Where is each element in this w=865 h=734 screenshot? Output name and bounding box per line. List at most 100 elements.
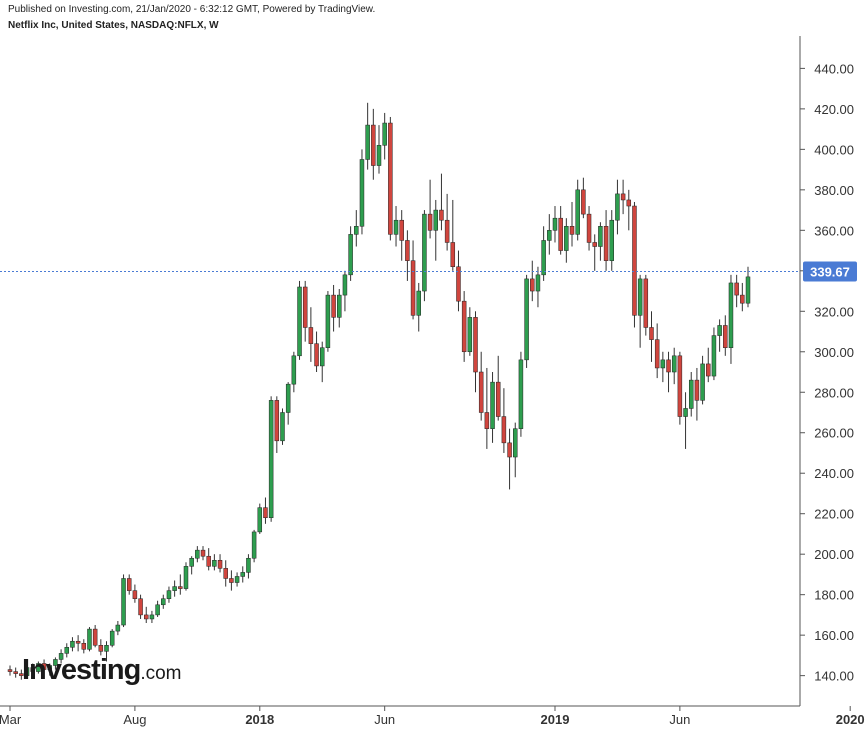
candle-body [189, 557, 194, 567]
x-tick-label: Jun [669, 712, 690, 727]
candle [637, 274, 643, 348]
candle-body [30, 667, 35, 672]
candle-body [422, 213, 427, 292]
candle [717, 319, 722, 352]
candle [291, 351, 297, 393]
candle-body [541, 240, 546, 276]
candle-body [433, 209, 439, 231]
candle [206, 548, 211, 571]
candle [484, 367, 490, 449]
candle-body [382, 122, 387, 146]
candle-body [365, 124, 370, 160]
candle [569, 201, 575, 247]
candle-body [530, 278, 535, 292]
candle-body [632, 205, 637, 316]
y-tick-label: 360.00 [814, 223, 854, 238]
x-tick-label: Mar [0, 712, 22, 727]
candle-body [217, 560, 223, 569]
candle [132, 584, 138, 603]
x-tick-label: Jun [374, 712, 395, 727]
candle-body [740, 294, 745, 304]
candle-body [183, 566, 189, 589]
candle-body [64, 647, 70, 654]
candle-body [206, 555, 211, 567]
candle-body [688, 379, 694, 409]
candle [745, 266, 751, 308]
candle-body [302, 286, 308, 328]
last-price-marker: 339.67 [803, 261, 857, 282]
candle [552, 206, 558, 243]
y-tick-label: 300.00 [814, 345, 854, 360]
candle-body [581, 189, 586, 215]
candle-body [229, 578, 234, 583]
candle [706, 347, 711, 383]
candle [507, 428, 512, 490]
candle [609, 210, 614, 271]
candle-body [115, 624, 121, 632]
candle-body [13, 671, 18, 674]
candle [149, 610, 155, 624]
candle-body [666, 359, 671, 373]
candle-body [132, 590, 138, 599]
logo-main: Investing [22, 654, 141, 686]
candle [155, 600, 160, 617]
candle [626, 189, 632, 231]
candle-body [371, 124, 376, 166]
y-tick-label: 240.00 [814, 466, 854, 481]
candle [433, 199, 439, 261]
candle-body [547, 230, 552, 241]
candle-body [319, 347, 325, 367]
candle-body [427, 213, 433, 231]
candle [530, 260, 535, 302]
candle [513, 422, 518, 478]
candle-body [524, 278, 529, 361]
candle [388, 116, 393, 241]
candle-body [507, 442, 512, 458]
candle-body [592, 242, 597, 247]
candle-body [149, 614, 155, 620]
candle-body [195, 549, 200, 559]
candle-body [609, 219, 614, 261]
candle [405, 230, 410, 281]
candle-body [564, 226, 569, 251]
candle [280, 408, 285, 445]
y-tick-label: 440.00 [814, 61, 854, 76]
candle [115, 620, 121, 636]
candle [643, 274, 649, 336]
published-note: Published on Investing.com, 21/Jan/2020 … [8, 4, 376, 15]
candle-body [274, 400, 280, 442]
candle [75, 635, 81, 652]
candle-body [734, 282, 739, 296]
candle-body [410, 260, 416, 316]
candle-body [19, 673, 24, 676]
candle-body [478, 371, 484, 413]
candle-body [637, 278, 643, 316]
candle [683, 392, 688, 449]
candle [178, 574, 183, 595]
candle [615, 179, 620, 235]
y-axis-ticks: 140.00 160.00 180.00 200.00 220.00 240.00 260.… [800, 61, 854, 684]
candle-body [399, 219, 404, 241]
candle [456, 250, 461, 312]
candle-body [359, 159, 365, 227]
candle [70, 637, 75, 652]
candle-body [535, 274, 541, 292]
candle [212, 554, 217, 571]
candle [223, 560, 228, 587]
candle-body [342, 274, 348, 296]
candle [564, 218, 569, 263]
candle-body [711, 335, 717, 377]
candle [81, 639, 87, 654]
candle-body [626, 199, 632, 207]
x-axis-ticks: Mar Aug 2018 Jun 2019 Jun 2020 [0, 706, 865, 727]
candle [371, 108, 376, 180]
x-tick-label: 2020 [836, 712, 865, 727]
y-tick-label: 320.00 [814, 304, 854, 319]
candle-body [7, 669, 13, 672]
candle [603, 210, 609, 271]
candle [518, 351, 524, 437]
candle-body [558, 217, 563, 251]
candle [688, 372, 694, 417]
candle-body [166, 590, 172, 599]
